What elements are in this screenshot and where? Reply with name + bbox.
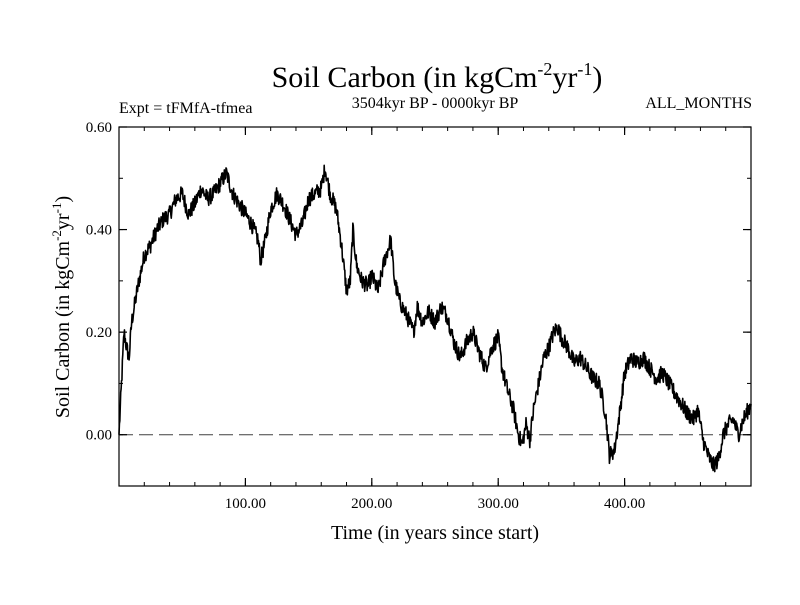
chart-title: Soil Carbon (in kgCm-2yr-1) [272,59,603,94]
y-tick-label: 0.20 [86,325,112,341]
x-axis-tick-labels: 100.00 200.00 300.00 400.00 [225,496,645,512]
y-axis-ticks [119,126,751,487]
x-tick-label: 300.00 [478,496,519,512]
subtitle-months: ALL_MONTHS [645,95,752,112]
subtitle-period: 3504kyr BP - 0000kyr BP [352,95,519,112]
ylabel-end: ) [52,196,74,203]
series-line-soil-carbon [118,164,752,473]
plot-frame [118,126,752,487]
ylabel-exponent-1: -2 [49,230,64,241]
y-tick-label: 0.00 [86,428,112,444]
y-tick-label: 0.60 [86,120,112,136]
title-exponent-2: -1 [577,59,592,79]
ylabel-main: Soil Carbon (in kgCm [52,240,74,418]
ylabel-mid: yr [52,213,74,230]
title-mid: yr [552,61,577,94]
x-tick-label: 100.00 [225,496,266,512]
y-axis-label: Soil Carbon (in kgCm-2yr-1) [49,196,74,418]
y-axis-tick-labels: 0.60 0.40 0.20 0.00 [86,120,112,444]
title-end: ) [592,61,602,94]
x-tick-label: 200.00 [351,496,392,512]
ylabel-exponent-2: -1 [49,203,64,214]
x-tick-label: 400.00 [604,496,645,512]
subtitle-experiment: Expt = tFMfA-tfmea [119,100,252,117]
x-axis-label: Time (in years since start) [331,522,539,544]
title-exponent-1: -2 [537,59,552,79]
title-main: Soil Carbon (in kgCm [272,61,538,94]
x-axis-ticks [143,127,727,486]
y-tick-label: 0.40 [86,223,112,239]
